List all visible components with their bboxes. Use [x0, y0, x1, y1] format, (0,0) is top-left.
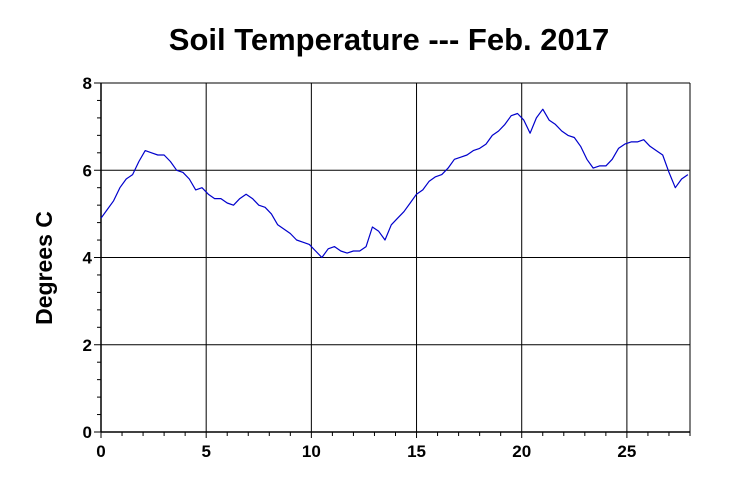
x-tick-label: 10: [302, 442, 321, 461]
x-tick-label: 25: [617, 442, 636, 461]
x-tick-label: 15: [407, 442, 426, 461]
y-tick-label: 2: [83, 336, 92, 355]
x-tick-label: 20: [512, 442, 531, 461]
series-layer: [100, 108, 689, 259]
y-axis-label: Degrees C: [31, 211, 57, 325]
temperature-series-line: [100, 108, 689, 259]
y-tick-label: 0: [83, 423, 92, 442]
y-tick-label: 4: [83, 249, 93, 268]
y-tick-label: 6: [83, 161, 92, 180]
x-tick-label: 5: [201, 442, 210, 461]
axes-layer: [94, 82, 691, 438]
grid-layer: [101, 82, 691, 432]
y-tick-label: 8: [83, 74, 92, 93]
tick-labels-layer: 0 5 10 15 20 25 0 2 4 6 8: [83, 74, 637, 461]
chart-title: Soil Temperature --- Feb. 2017: [169, 22, 609, 57]
x-tick-label: 0: [96, 442, 105, 461]
